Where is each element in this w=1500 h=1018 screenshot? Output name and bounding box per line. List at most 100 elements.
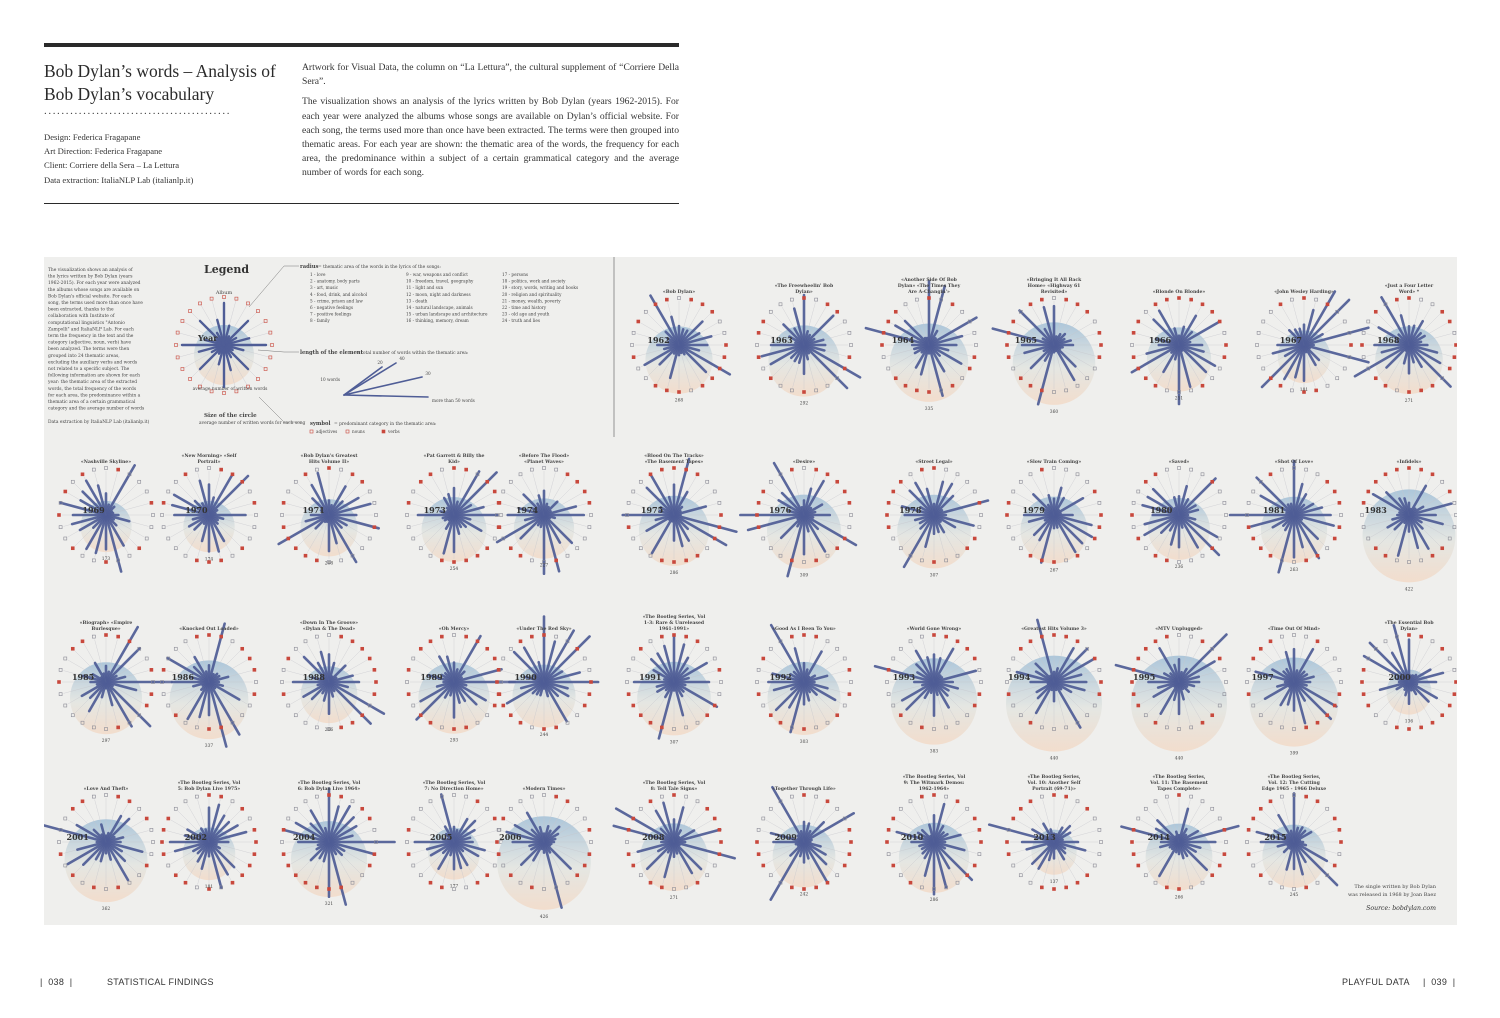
theme-spike [650, 513, 676, 555]
category-symbol [1268, 309, 1273, 314]
theme-spike [439, 793, 456, 844]
avg-words-label: 307 [930, 573, 939, 578]
avg-words-label: 286 [670, 571, 679, 576]
theme-spike [1407, 502, 1453, 517]
category-symbol [755, 840, 759, 844]
avg-words-label: 244 [540, 733, 549, 738]
album-title: «Down In The Groove» [300, 620, 358, 626]
category-symbol [1143, 806, 1148, 811]
category-symbol [286, 656, 291, 661]
album-title: «Dylan & The Dead» [303, 626, 355, 632]
legend-length-mark: 30 [425, 371, 431, 376]
theme-spike [1302, 308, 1315, 347]
category-symbol [587, 828, 592, 832]
legend-intro-line: term the frequency in the text and the [48, 334, 134, 339]
category-symbol [1177, 390, 1181, 394]
year-chart-1994: 1994«Greatest Hits Volume 3»440 [1005, 618, 1103, 762]
year-label: 1995 [1133, 672, 1155, 682]
avg-words-label: 251 [1175, 397, 1184, 402]
category-symbol [1085, 873, 1090, 878]
category-symbol [700, 302, 705, 307]
theme-spike [1277, 813, 1296, 844]
bottom-rule [44, 203, 679, 205]
year-chart-2001: 2001«Love And Theft»362 [44, 786, 155, 912]
category-symbol [280, 680, 284, 684]
category-symbol [849, 840, 853, 844]
category-symbol [70, 873, 75, 878]
theme-spike [926, 656, 936, 684]
theme-spike [207, 680, 228, 748]
category-symbol [58, 501, 63, 505]
category-symbol [1304, 558, 1308, 563]
avg-words-label: 181 [205, 885, 214, 890]
category-symbol [1018, 309, 1023, 314]
category-symbol [367, 656, 372, 661]
theme-spike [672, 840, 703, 871]
theme-spike [327, 816, 355, 844]
category-symbol [1366, 319, 1371, 324]
theme-spike [94, 513, 108, 555]
theme-spike [452, 634, 482, 684]
legend-length-desc: = total number of words within the thema… [356, 351, 469, 356]
year-label: 1978 [899, 505, 922, 515]
legend-symbol-item: nouns [352, 429, 365, 434]
year-label: 1993 [893, 672, 916, 682]
category-symbol [1028, 383, 1033, 388]
year-chart-1993: 1993«World Gone Wrong»383 [873, 626, 983, 755]
category-symbol [440, 558, 444, 563]
category-symbol [339, 885, 343, 890]
description-paragraph-1: Artwork for Visual Data, the column on “… [302, 62, 679, 88]
theme-spike [1052, 513, 1084, 545]
footnote-source: Source: bobdylan.com [1366, 905, 1436, 912]
category-symbol [418, 546, 423, 551]
category-symbol [648, 553, 653, 558]
category-symbol [1177, 887, 1181, 891]
theme-spike [1146, 495, 1181, 517]
category-symbol [920, 885, 924, 890]
category-symbol [1224, 513, 1228, 517]
legend-length-spike [343, 362, 397, 396]
year-label: 1971 [302, 505, 324, 515]
category-symbol [1153, 472, 1158, 477]
category-symbol [932, 793, 936, 797]
theme-spike [932, 669, 978, 684]
theme-spike [542, 640, 557, 684]
footer-section-left: STATISTICAL FINDINGS [107, 977, 214, 987]
theme-spike [452, 505, 485, 517]
year-label: 1970 [185, 505, 208, 515]
theme-spike [537, 660, 546, 684]
category-symbol [492, 656, 497, 661]
category-symbol [1373, 376, 1378, 381]
theme-spike [771, 785, 806, 844]
theme-spike [1141, 503, 1181, 517]
theme-spike [919, 343, 931, 376]
category-symbol [1337, 501, 1342, 505]
album-title: «Together Through Life» [772, 786, 836, 792]
theme-spike [302, 655, 331, 684]
category-symbol [1200, 720, 1205, 725]
footer-divider-left-2: | [64, 977, 73, 987]
album-title: «Time Out Of Mind» [1268, 626, 1320, 632]
category-symbol [1189, 634, 1193, 639]
legend-intro-line: not related to a specific subject. The [48, 367, 130, 372]
category-symbol [104, 793, 108, 797]
legend-symbol [222, 391, 226, 395]
category-symbol [360, 646, 365, 651]
category-symbol [464, 558, 468, 563]
category-symbol [790, 725, 794, 730]
album-title: «The Bootleg Series, Vol [298, 780, 361, 786]
category-symbol [972, 536, 977, 541]
theme-spike [1177, 513, 1200, 549]
theme-spike [1052, 647, 1089, 684]
category-symbol [1200, 302, 1205, 307]
category-symbol [372, 668, 377, 672]
theme-spike [1030, 840, 1056, 866]
theme-spike [643, 343, 681, 367]
category-symbol [92, 885, 96, 890]
theme-spike [1177, 824, 1240, 844]
category-symbol [944, 467, 948, 472]
category-symbol [149, 852, 154, 856]
theme-spike [1036, 343, 1056, 406]
category-symbol [1018, 646, 1023, 651]
